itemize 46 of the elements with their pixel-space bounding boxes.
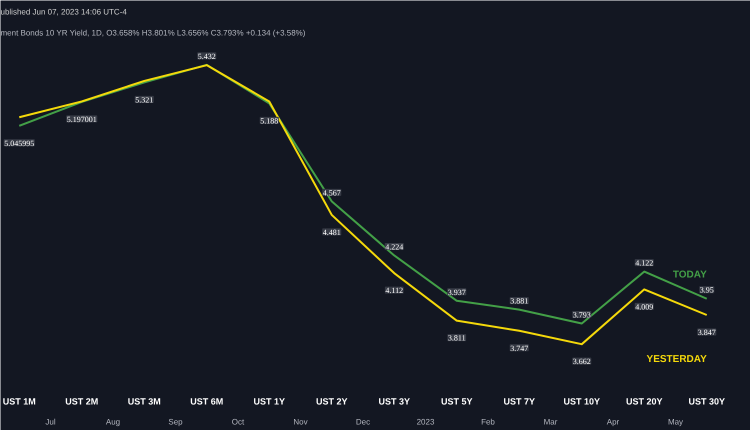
data-label: 3.793: [572, 310, 591, 320]
text: Dec: [356, 418, 370, 426]
text: Sep: [168, 418, 184, 426]
x-tick-label: UST 30Y: [688, 396, 726, 406]
text: Feb: [481, 418, 496, 426]
data-label: 5.197001: [66, 114, 97, 124]
text: Oct: [232, 418, 245, 426]
data-label: 5.432: [198, 52, 216, 61]
data-label: 4.112: [385, 286, 404, 296]
text: May: [668, 418, 684, 426]
data-label: 4.481: [322, 228, 341, 237]
data-label: 3.937: [448, 288, 466, 297]
series-label: TODAY: [672, 270, 708, 281]
data-label: 3.95: [700, 286, 714, 295]
data-label: 3.881: [510, 296, 528, 306]
data-label: 3.847: [698, 328, 716, 337]
data-label: 3.747: [510, 344, 528, 353]
x-tick-label: UST 1M: [2, 396, 36, 406]
text: ublished Jun 07, 2023 14:06 UTC-4: [0, 8, 128, 16]
data-label: 4.224: [385, 242, 404, 252]
data-label: 3.811: [448, 334, 466, 343]
text: Apr: [606, 418, 620, 426]
x-tick-label: UST 5Y: [440, 396, 473, 406]
text: 2023: [416, 418, 435, 426]
x-tick-label: UST 10Y: [563, 396, 600, 406]
x-tick-label: UST 20Y: [626, 396, 663, 406]
text: YESTERDAY: [646, 354, 708, 365]
x-tick-label: UST 7Y: [503, 396, 536, 406]
text: ment Bonds 10 YR Yield, 1D, O3.658% H3.801% L3.656% C3.793% +0.134 (+3.58%): [0, 28, 306, 38]
text: Mar: [544, 418, 558, 426]
x-tick-label: UST 2M: [65, 396, 98, 406]
text: Nov: [293, 418, 308, 426]
x-tick-label: UST 3Y: [378, 396, 410, 406]
data-label: 5.045995: [4, 138, 34, 148]
data-label: 3.662: [572, 357, 591, 366]
data-label: 4.122: [635, 258, 654, 268]
data-label: 5.321: [135, 95, 154, 104]
text: Aug: [106, 418, 120, 426]
x-tick-label: UST 2Y: [316, 396, 348, 406]
x-tick-label: UST 1Y: [253, 396, 286, 406]
data-label: 4.567: [322, 188, 341, 198]
x-tick-label: UST 6M: [190, 396, 224, 406]
data-label: 5.188: [260, 116, 278, 126]
x-tick-label: UST 3M: [128, 396, 161, 406]
text: Jul: [45, 418, 56, 426]
data-label: 4.009: [635, 302, 654, 312]
